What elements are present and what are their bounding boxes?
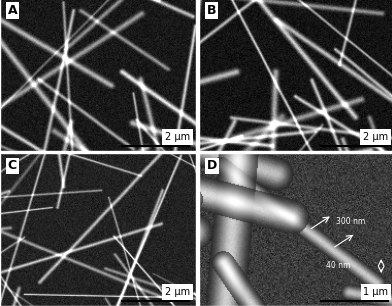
Text: 2 μm: 2 μm xyxy=(165,132,190,142)
Text: 300 nm: 300 nm xyxy=(336,217,365,226)
Text: A: A xyxy=(8,4,18,17)
Text: B: B xyxy=(207,4,216,17)
Text: 2 μm: 2 μm xyxy=(165,287,190,297)
Text: 2 μm: 2 μm xyxy=(363,132,388,142)
Text: 1 μm: 1 μm xyxy=(363,287,388,297)
Text: 40 nm: 40 nm xyxy=(327,261,351,270)
Text: D: D xyxy=(207,159,217,172)
Text: C: C xyxy=(8,159,17,172)
